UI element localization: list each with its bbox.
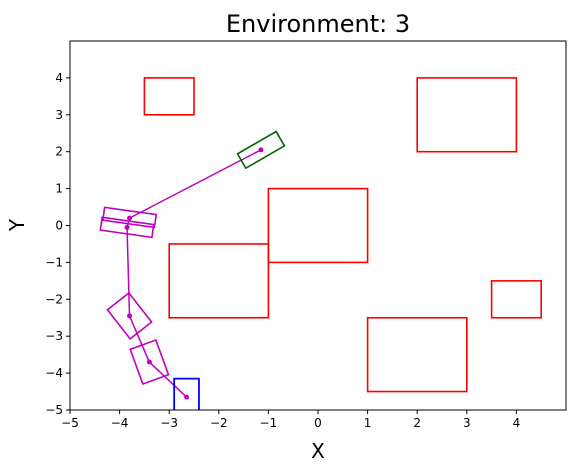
y-tick-label: 2 — [55, 145, 63, 159]
path-point-1 — [184, 394, 190, 400]
obstacle-4 — [168, 243, 270, 319]
path-box-3 — [99, 216, 155, 239]
path-point-6 — [258, 147, 264, 153]
x-tick-label: −4 — [111, 416, 129, 430]
chart-title: Environment: 3 — [226, 10, 410, 38]
path-point-2 — [146, 359, 152, 365]
y-tick-label: −1 — [45, 255, 63, 269]
x-tick-label: 3 — [463, 416, 471, 430]
y-tick-label: −2 — [45, 292, 63, 306]
plot-area — [99, 77, 543, 410]
y-tick-label: −3 — [45, 329, 63, 343]
x-tick-label: 4 — [513, 416, 521, 430]
x-tick-label: 2 — [413, 416, 421, 430]
y-tick-label: 3 — [55, 108, 63, 122]
x-tick-label: −1 — [260, 416, 278, 430]
obstacle-3 — [267, 187, 369, 264]
y-axis-label: Y — [5, 218, 29, 232]
obstacle-5 — [490, 280, 543, 319]
obstacle-6 — [366, 316, 468, 393]
path-point-3 — [127, 313, 133, 319]
path-line — [126, 149, 262, 398]
x-tick-label: 0 — [314, 416, 322, 430]
path-box-2 — [106, 291, 153, 340]
obstacle-1 — [143, 77, 195, 116]
y-tick-label: −4 — [45, 366, 63, 380]
path-box-3-outline — [99, 216, 155, 239]
ticks: −5 −4 −3 −2 −1 0 1 2 3 4 −5 −4 −3 −2 −1 0 1 2 3 4 — [45, 71, 520, 430]
obstacle-2 — [416, 77, 518, 153]
y-tick-label: 0 — [55, 219, 63, 233]
path-box-1-outline — [129, 339, 170, 386]
start-box — [173, 377, 200, 410]
x-tick-label: 1 — [364, 416, 372, 430]
goal-box — [236, 130, 286, 170]
path-point-5 — [127, 215, 133, 221]
x-tick-label: −3 — [160, 416, 178, 430]
y-tick-label: 1 — [55, 182, 63, 196]
goal-box-outline — [236, 130, 286, 170]
path-point-4 — [124, 224, 130, 230]
path-box-1 — [129, 339, 170, 386]
x-axis-label: X — [311, 439, 325, 463]
y-tick-label: 4 — [55, 71, 63, 85]
y-tick-label: −5 — [45, 403, 63, 417]
path-box-2-outline — [106, 291, 153, 340]
x-tick-label: −5 — [61, 416, 79, 430]
x-tick-label: −2 — [210, 416, 228, 430]
